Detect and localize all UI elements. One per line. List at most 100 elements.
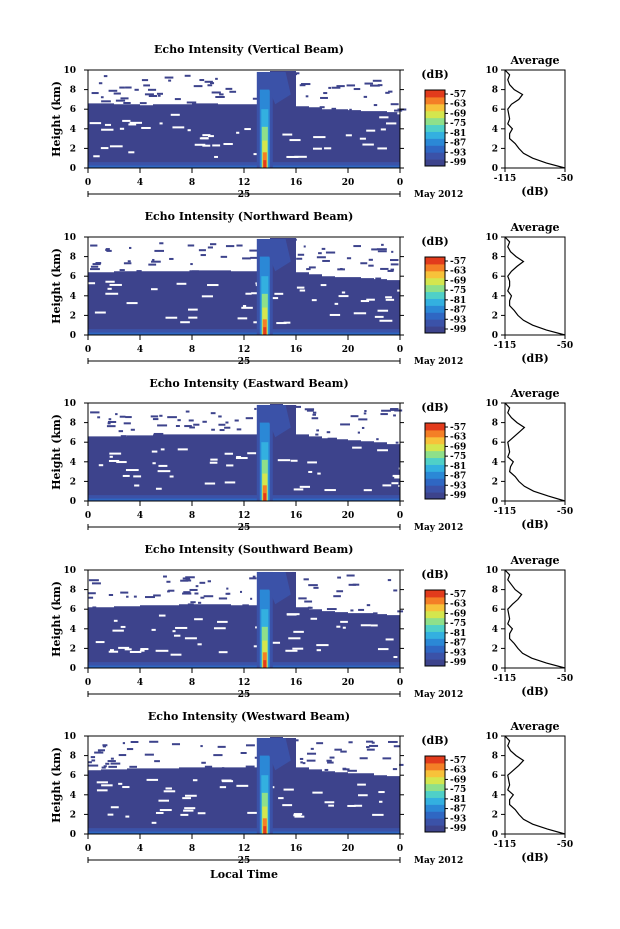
echo-speck bbox=[358, 608, 365, 611]
echo-speck bbox=[376, 248, 387, 251]
echo-gap bbox=[165, 316, 178, 319]
echo-speck bbox=[393, 589, 398, 592]
echo-speck bbox=[154, 760, 160, 763]
echo-speck bbox=[130, 428, 135, 431]
echo-speck bbox=[202, 420, 207, 423]
echo-speck bbox=[321, 247, 326, 250]
echo-speck bbox=[134, 88, 139, 91]
colorbar-tick-label: -81 bbox=[450, 629, 466, 639]
echo-speck bbox=[373, 612, 378, 615]
colorbar-tick-label: -99 bbox=[450, 491, 466, 501]
echo-speck bbox=[151, 260, 161, 263]
colorbar-frame bbox=[424, 422, 446, 500]
average-y-tick-label: 10 bbox=[485, 233, 498, 243]
colorbar-cell bbox=[425, 443, 445, 452]
average-title: Average bbox=[509, 221, 559, 234]
average-title: Average bbox=[509, 554, 559, 567]
echo-speck bbox=[90, 268, 100, 271]
echo-speck bbox=[107, 420, 117, 423]
echo-gap bbox=[129, 650, 142, 653]
echo-speck bbox=[245, 744, 255, 747]
average-y-tick-label: 6 bbox=[492, 605, 498, 615]
echo-speck bbox=[236, 244, 243, 247]
echo-speck bbox=[371, 248, 378, 251]
echo-speck bbox=[346, 84, 356, 87]
echo-speck bbox=[340, 423, 351, 426]
echo-gap bbox=[151, 450, 158, 453]
surface-band bbox=[88, 498, 400, 501]
x-tick-label: 20 bbox=[342, 844, 355, 854]
panel-title: Echo Intensity (Vertical Beam) bbox=[154, 43, 344, 56]
echo-gap bbox=[276, 322, 287, 325]
average-title: Average bbox=[509, 720, 559, 733]
colorbar-tick-label: -69 bbox=[450, 276, 466, 286]
date-day-label: 25 bbox=[238, 190, 251, 200]
echo-gap bbox=[96, 789, 108, 792]
average-y-tick-label: 0 bbox=[492, 331, 498, 341]
surface-band bbox=[88, 665, 400, 668]
colorbar-cell bbox=[425, 804, 445, 812]
echo-gap bbox=[182, 797, 191, 800]
echo-gap bbox=[122, 786, 130, 789]
colorbar-tick-label: -87 bbox=[450, 306, 466, 316]
echo-gap bbox=[285, 649, 298, 652]
x-tick-label: 16 bbox=[290, 678, 303, 688]
echo-gap bbox=[235, 457, 248, 460]
echo-gap bbox=[286, 613, 297, 616]
echo-speck bbox=[363, 412, 367, 415]
echo-gap bbox=[237, 317, 248, 320]
echo-gap bbox=[155, 487, 162, 490]
echo-speck bbox=[371, 741, 375, 744]
average-x-tick-label: -115 bbox=[494, 507, 517, 517]
echo-speck bbox=[88, 596, 94, 599]
average-y-tick-label: 10 bbox=[485, 66, 498, 76]
echo-speck bbox=[133, 595, 137, 598]
echo-gap bbox=[271, 641, 281, 644]
echo-speck bbox=[97, 416, 101, 419]
echo-region bbox=[88, 571, 400, 668]
anvil-plume bbox=[262, 238, 291, 272]
echo-gap bbox=[129, 121, 143, 124]
echo-gap bbox=[397, 289, 402, 292]
echo-gap bbox=[126, 302, 138, 305]
echo-speck bbox=[318, 252, 322, 255]
echo-gap bbox=[214, 155, 218, 158]
echo-gap bbox=[140, 648, 149, 651]
y-tick-label: 0 bbox=[70, 664, 76, 674]
colorbar-unit: (dB) bbox=[421, 401, 448, 414]
colorbar-unit: (dB) bbox=[421, 68, 448, 81]
echo-gap bbox=[253, 153, 257, 156]
colorbar-cell bbox=[425, 103, 445, 112]
echo-gap bbox=[316, 649, 321, 652]
echo-speck bbox=[103, 765, 107, 768]
echo-speck bbox=[164, 76, 174, 79]
echo-speck bbox=[207, 580, 212, 583]
echo-speck bbox=[90, 244, 98, 247]
echo-speck bbox=[123, 422, 131, 425]
echo-speck bbox=[122, 742, 126, 745]
echo-speck bbox=[359, 757, 368, 760]
average-x-label: (dB) bbox=[521, 185, 548, 198]
echo-speck bbox=[180, 579, 189, 582]
colorbar-cell bbox=[425, 257, 445, 265]
echo-gap bbox=[104, 123, 112, 126]
echo-gap bbox=[158, 464, 168, 467]
echo-speck bbox=[289, 238, 297, 241]
echo-gap bbox=[378, 791, 385, 794]
echo-gap bbox=[380, 128, 386, 131]
echo-gap bbox=[352, 446, 362, 449]
echo-gap bbox=[378, 800, 383, 803]
colorbar-tick-label: -93 bbox=[450, 648, 466, 658]
echo-speck bbox=[394, 409, 403, 412]
echo-speck bbox=[350, 415, 359, 418]
date-day-label: 25 bbox=[238, 523, 251, 533]
echo-gap bbox=[194, 618, 203, 621]
echo-gap bbox=[294, 815, 305, 818]
echo-speck bbox=[388, 740, 398, 743]
echo-gap bbox=[105, 292, 119, 295]
echo-speck bbox=[252, 97, 261, 100]
average-y-tick-label: 4 bbox=[492, 125, 498, 135]
echo-speck bbox=[290, 405, 297, 408]
echo-gap bbox=[385, 298, 395, 301]
echo-speck bbox=[177, 419, 181, 422]
